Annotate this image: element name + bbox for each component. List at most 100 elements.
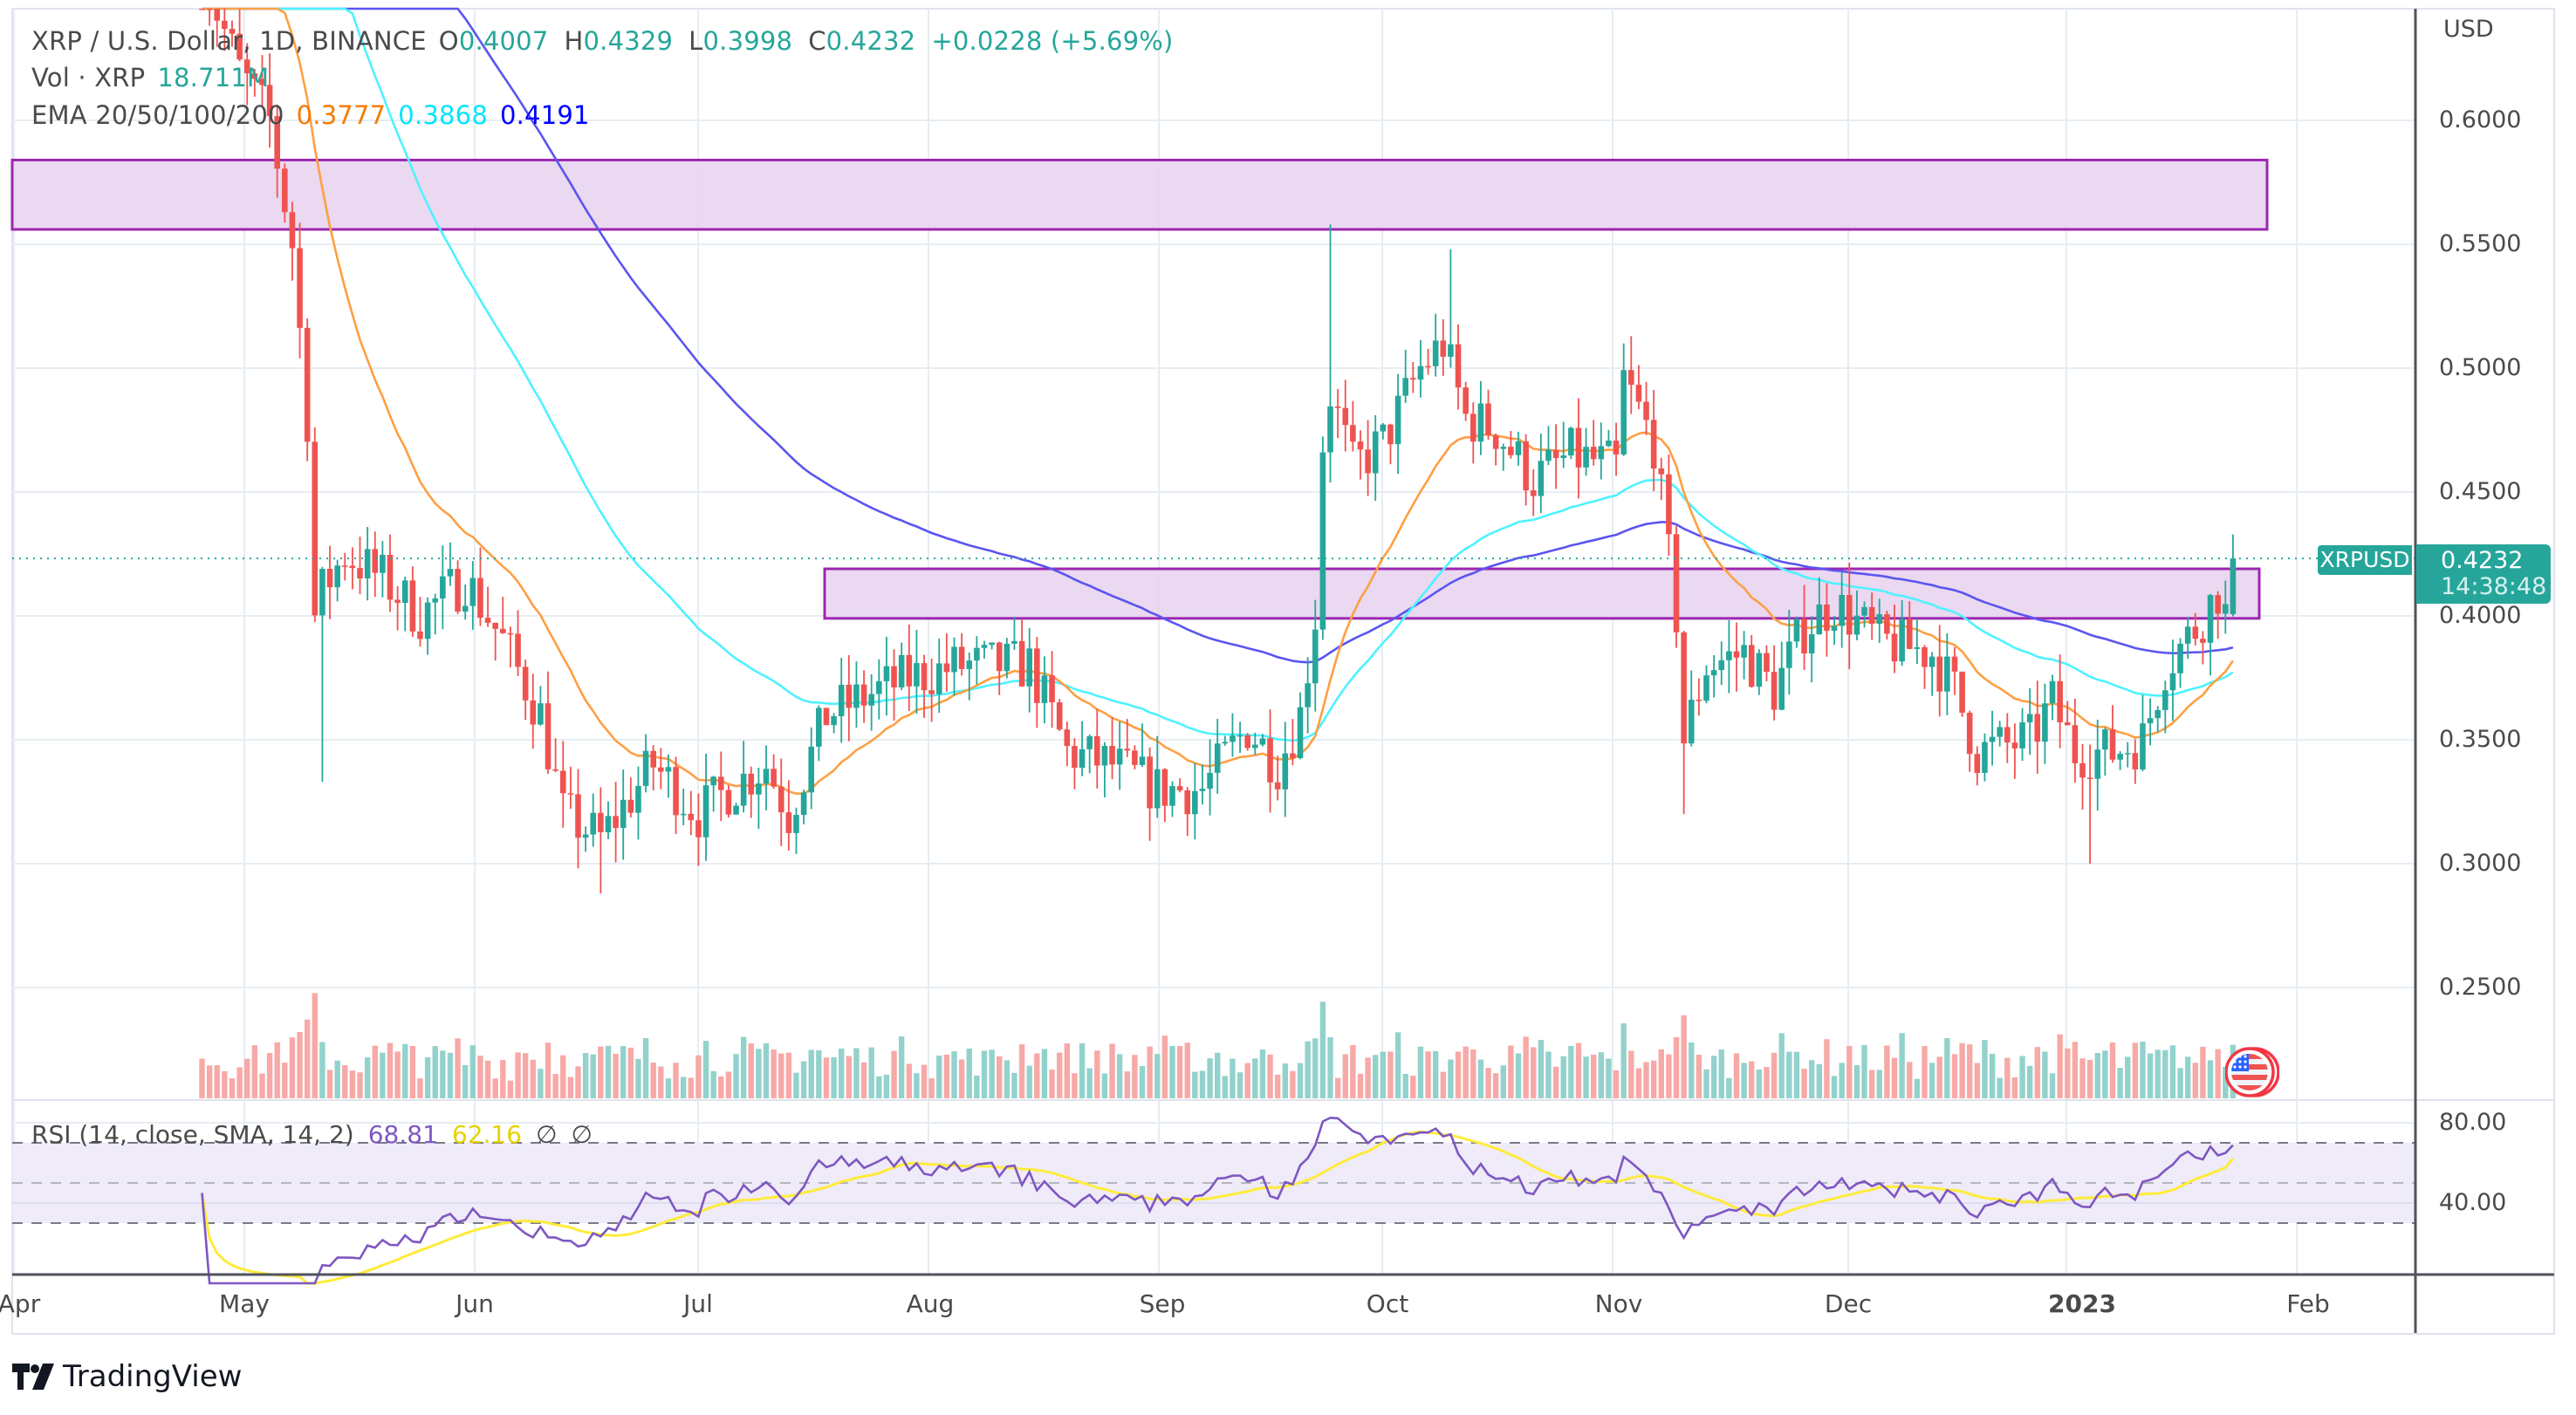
candle-body [1297, 707, 1304, 759]
volume-bar [1944, 1038, 1950, 1098]
ohlc-high: H0.4329 [564, 26, 673, 56]
volume-bar [1463, 1046, 1469, 1098]
volume-bar [1575, 1042, 1582, 1098]
price-tick: 0.3500 [2439, 726, 2522, 753]
price-tick: 0.4500 [2439, 478, 2522, 505]
candle-body [613, 816, 619, 829]
volume-bar [673, 1063, 679, 1098]
candle-body [1093, 735, 1100, 766]
volume-bar [1124, 1071, 1130, 1098]
volume-bar [2223, 1066, 2229, 1098]
candle-body [868, 694, 874, 706]
candle-body [688, 813, 695, 821]
candle-body [1477, 403, 1484, 442]
candle-body [1793, 619, 1800, 642]
volume-bar [515, 1052, 521, 1098]
candle-body [800, 792, 807, 816]
volume-bar [1568, 1045, 1574, 1098]
candle-body [853, 684, 860, 708]
candle-body [1448, 344, 1454, 357]
price-tick: 0.6000 [2439, 106, 2522, 133]
candle-body [2042, 703, 2048, 742]
volume-bar [1741, 1063, 1747, 1098]
candle-body [2011, 742, 2018, 749]
time-tick-apr: Apr [0, 1289, 41, 1318]
candle-body [1380, 424, 1387, 432]
volume-bar [222, 1070, 228, 1098]
candle-body [1568, 427, 1574, 456]
volume-bar [500, 1060, 506, 1098]
volume-bar [1591, 1054, 1597, 1098]
candle-body [1026, 648, 1032, 687]
rsi-legend[interactable]: RSI (14, close, SMA, 14, 2) 68.81 62.16 ∅ ∅ [31, 1120, 606, 1149]
volume-bar [816, 1049, 822, 1098]
ema-legend[interactable]: EMA 20/50/100/200 0.3777 0.3868 0.4191 [31, 100, 602, 130]
rsi-value: 68.81 [367, 1120, 438, 1149]
volume-bar [1907, 1062, 1913, 1098]
candle-body [1606, 441, 1612, 447]
volume-bar [2177, 1068, 2183, 1098]
price-tick: 0.3000 [2439, 850, 2522, 877]
volume-bar [1613, 1070, 1620, 1098]
candle-body [860, 684, 867, 706]
volume-bar [1282, 1063, 1288, 1098]
volume-bar [1184, 1042, 1190, 1098]
volume-bar [409, 1045, 416, 1098]
candle-body [2019, 721, 2025, 749]
volume-bar [846, 1056, 853, 1098]
candle-body [1703, 675, 1709, 701]
candle-body [2034, 714, 2041, 742]
volume-bar [868, 1047, 874, 1098]
volume-bar [1710, 1056, 1717, 1098]
volume-bar [778, 1053, 784, 1098]
volume-bar [1643, 1062, 1649, 1098]
volume-legend[interactable]: Vol · XRP 18.711M [31, 63, 281, 92]
time-tick-oct: Oct [1366, 1289, 1409, 1318]
candle-body [417, 631, 423, 639]
volume-bar [1749, 1061, 1755, 1098]
volume-bar [1448, 1059, 1454, 1098]
tradingview-logo[interactable]: TradingView [12, 1357, 242, 1397]
candle-body [1936, 656, 1943, 692]
rsi-signal-value: 62.16 [451, 1120, 523, 1149]
volume-bar [484, 1060, 491, 1098]
volume-bar [1681, 1015, 1687, 1098]
volume-bar [1868, 1070, 1875, 1098]
volume-bar [342, 1065, 348, 1098]
symbol-title[interactable]: XRP / U.S. Dollar, 1D, BINANCE [31, 26, 427, 56]
volume-bar [800, 1061, 807, 1098]
volume-bar [2109, 1042, 2116, 1098]
candle-body [1635, 385, 1642, 402]
candle-body [2102, 729, 2108, 750]
candle-body [1650, 420, 1657, 469]
volume-bar [530, 1059, 536, 1098]
volume-bar [1673, 1036, 1680, 1098]
volume-bar [312, 993, 318, 1098]
volume-bar [2019, 1056, 2025, 1098]
candle-body [717, 776, 724, 790]
volume-bar [718, 1076, 724, 1098]
candle-body [1342, 407, 1349, 426]
ohlc-close: C0.4232 [808, 26, 915, 56]
candle-body [552, 769, 558, 771]
candle-body [447, 569, 454, 577]
volume-bar [2079, 1058, 2086, 1098]
symbol-legend[interactable]: XRP / U.S. Dollar, 1D, BINANCE O0.4007 H0.… [31, 26, 1186, 56]
candle-body [1305, 683, 1311, 708]
volume-bar [424, 1057, 431, 1098]
volume-bar [2057, 1034, 2063, 1098]
candle-body [1808, 634, 1815, 654]
time-tick-jun: Jun [456, 1289, 494, 1318]
volume-bar [2049, 1073, 2056, 1098]
candle-body [2140, 723, 2146, 770]
candle-body [627, 799, 634, 813]
volume-bar [756, 1049, 762, 1098]
us-economic-events-icon[interactable] [2224, 1045, 2280, 1099]
ema50-value: 0.3868 [398, 100, 488, 130]
candle-body [2162, 690, 2168, 710]
lower-resistance-zone [823, 567, 2261, 620]
volume-bar [590, 1054, 596, 1098]
volume-bar [1049, 1069, 1055, 1098]
